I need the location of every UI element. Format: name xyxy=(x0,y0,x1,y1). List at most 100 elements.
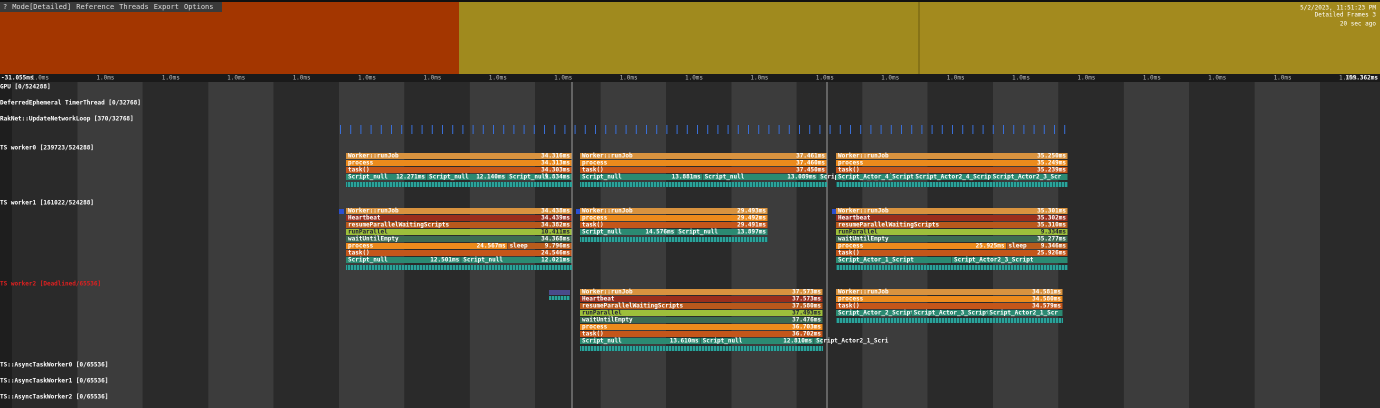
block[interactable] xyxy=(580,317,823,323)
block[interactable] xyxy=(580,303,823,309)
thread-label[interactable]: TS::AsyncTaskWorker0 [0/65536] xyxy=(0,362,108,369)
block[interactable] xyxy=(580,153,827,159)
block[interactable] xyxy=(987,310,1063,316)
block[interactable] xyxy=(836,257,952,263)
block[interactable] xyxy=(836,160,1068,166)
block[interactable] xyxy=(836,222,1068,228)
block[interactable] xyxy=(346,160,572,166)
net-tick xyxy=(370,125,372,134)
thread-label[interactable]: TS::AsyncTaskWorker2 [0/65536] xyxy=(0,394,108,401)
block[interactable] xyxy=(836,208,1068,214)
block-name: Worker::runJob xyxy=(348,208,399,215)
block[interactable] xyxy=(346,229,572,235)
block-time: 37.450ms xyxy=(796,167,825,174)
block[interactable] xyxy=(818,174,827,180)
menu-item[interactable]: Options xyxy=(184,3,214,11)
block[interactable] xyxy=(911,310,987,316)
thread-label[interactable]: TS worker2 [Deadlined/65536] xyxy=(0,281,101,288)
menu-item[interactable]: Mode[Detailed] xyxy=(12,3,71,11)
block[interactable] xyxy=(700,338,814,344)
block[interactable] xyxy=(676,229,768,235)
block[interactable] xyxy=(580,296,823,302)
block-time: 12.810ms xyxy=(783,338,812,345)
block[interactable] xyxy=(836,236,1068,242)
menu-item[interactable]: Reference xyxy=(76,3,114,11)
block[interactable] xyxy=(1006,243,1068,249)
thread-label[interactable]: RakNet::UpdateNetworkLoop [370/32768] xyxy=(0,116,134,123)
small-block[interactable] xyxy=(549,290,570,295)
block[interactable] xyxy=(580,229,676,235)
block[interactable] xyxy=(346,222,572,228)
net-tick xyxy=(880,125,882,134)
block[interactable] xyxy=(580,289,823,295)
block[interactable] xyxy=(346,208,572,214)
block[interactable] xyxy=(507,243,572,249)
block[interactable] xyxy=(426,174,507,180)
block-name: Script_null xyxy=(348,257,388,264)
block-name: Script_null xyxy=(582,338,622,345)
menu-item[interactable]: Threads xyxy=(119,3,149,11)
block[interactable] xyxy=(702,174,818,180)
thread-label[interactable]: TS::AsyncTaskWorker1 [0/65536] xyxy=(0,378,108,385)
block-name: Heartbeat xyxy=(838,215,871,222)
block[interactable] xyxy=(346,174,427,180)
block[interactable] xyxy=(580,338,701,344)
block-time: 37.493ms xyxy=(792,310,821,317)
block[interactable] xyxy=(836,229,1068,235)
block[interactable] xyxy=(836,215,1068,221)
block[interactable] xyxy=(346,167,572,173)
block[interactable] xyxy=(580,208,768,214)
block[interactable] xyxy=(580,310,823,316)
block[interactable] xyxy=(346,153,572,159)
block[interactable] xyxy=(836,174,913,180)
block[interactable] xyxy=(836,153,1068,159)
block[interactable] xyxy=(580,331,823,337)
block[interactable] xyxy=(580,174,703,180)
ruler-tick: 1.0ms xyxy=(162,75,180,82)
block[interactable] xyxy=(580,324,823,330)
block-time: 29.492ms xyxy=(737,215,766,222)
activity-stripes xyxy=(580,237,768,242)
activity-stripes xyxy=(580,182,827,187)
block[interactable] xyxy=(507,174,572,180)
block[interactable] xyxy=(346,257,461,263)
net-tick xyxy=(1054,125,1055,134)
block[interactable] xyxy=(346,243,508,249)
block[interactable] xyxy=(913,174,991,180)
block-time: 10.411ms xyxy=(541,229,570,236)
block[interactable] xyxy=(346,250,572,256)
block[interactable] xyxy=(836,310,912,316)
menu-item[interactable]: ? xyxy=(3,3,7,11)
block[interactable] xyxy=(346,236,572,242)
block[interactable] xyxy=(836,250,1068,256)
frame-bar[interactable] xyxy=(459,2,919,74)
thread-label[interactable]: TS worker1 [161022/524288] xyxy=(0,200,94,207)
block[interactable] xyxy=(461,257,572,263)
thread-label[interactable]: GPU [0/524288] xyxy=(0,84,51,91)
block[interactable] xyxy=(836,289,1063,295)
block[interactable] xyxy=(836,303,1063,309)
block[interactable] xyxy=(580,167,827,173)
net-tick xyxy=(1043,125,1045,134)
thread-label[interactable]: DeferredEphemeral TimerThread [0/32768] xyxy=(0,100,141,107)
block[interactable] xyxy=(580,222,768,228)
ruler-tick: 1.0ms xyxy=(554,75,572,82)
net-tick xyxy=(697,125,698,134)
block[interactable] xyxy=(952,257,1068,263)
block[interactable] xyxy=(836,167,1068,173)
block-time: 24.567ms xyxy=(477,243,506,250)
block[interactable] xyxy=(836,243,1007,249)
block[interactable] xyxy=(346,215,572,221)
net-tick xyxy=(931,125,933,134)
block[interactable] xyxy=(836,296,1063,302)
block[interactable] xyxy=(580,160,827,166)
menu-item[interactable]: Export xyxy=(154,3,179,11)
thread-label[interactable]: TS worker0 [239723/524288] xyxy=(0,145,94,152)
block[interactable] xyxy=(580,215,768,221)
block[interactable] xyxy=(814,338,823,344)
frame-bar[interactable] xyxy=(919,2,1380,74)
block-time: 37.573ms xyxy=(792,289,821,296)
frame-bar[interactable] xyxy=(0,2,459,74)
net-tick xyxy=(523,125,525,134)
block[interactable] xyxy=(990,174,1068,180)
